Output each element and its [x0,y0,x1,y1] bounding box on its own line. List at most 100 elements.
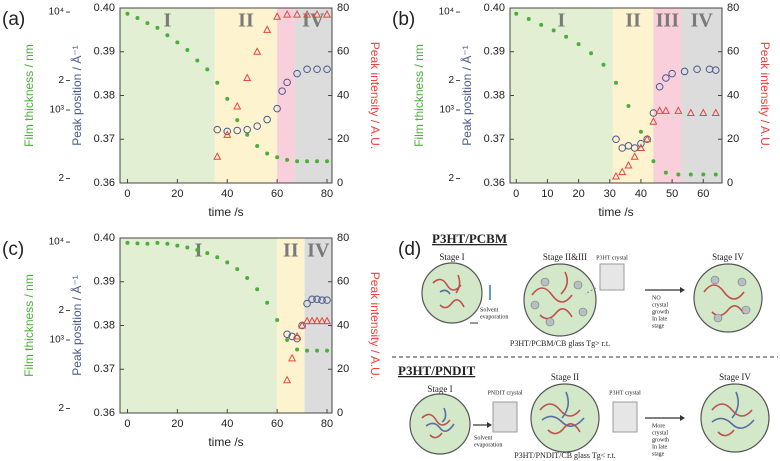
x-tick-label: 80 [321,418,333,430]
late-text: stage [652,451,665,457]
late-text: growth [652,309,669,315]
thickness-point [245,132,250,137]
thickness-point [165,241,170,246]
y3-tick-label: 2 [58,173,64,184]
peak-intensity-point [655,106,664,114]
y3-tick-label: 10⁴ [49,237,64,248]
chain [421,413,451,439]
y2-tick-label: 0 [727,177,733,189]
peak-position-point [612,135,620,144]
y2-tick-label: 0 [337,407,343,419]
peak-intensity-point [303,10,312,18]
thickness-point [576,42,581,47]
peak-intensity-point [611,171,621,180]
thickness-point [315,159,320,164]
thickness-point [235,267,240,272]
y2-tick-label: 40 [337,319,349,331]
stage-label: Stage I [427,384,452,394]
y-tick-label: 0.37 [484,133,505,145]
late-text: In late [652,316,667,322]
peak-position-point [668,69,676,78]
peak-position-point [323,296,331,304]
late-text: crystal [652,302,668,308]
glass-note: P3HT/PCBM/CB glass Tg> r.t. [510,339,610,348]
y2-tick-label: 80 [337,232,349,244]
crystal [599,263,625,291]
thickness-point [205,251,210,256]
thickness-point [195,247,200,252]
late-text: NO [652,295,661,301]
thickness-point [651,159,656,164]
peak-intensity-point [322,316,332,325]
y2-tick-label: 40 [337,89,349,101]
thickness-point [275,318,280,323]
peak-position-point [283,78,291,87]
y2-tick-label: 20 [337,363,349,375]
thickness-point [325,159,330,164]
peak-position-point [263,115,271,124]
x-tick-label: 80 [321,188,333,200]
thickness-point [551,28,556,33]
y2-tick-label: 60 [337,276,349,288]
panel-label: (d) [398,239,421,260]
y3-axis-label: Film thickness / nm [412,44,426,147]
peak-position-point [303,65,311,74]
thickness-point [245,275,250,280]
peak-intensity-point [649,117,658,125]
thickness-point [175,243,180,248]
thickness-point [235,118,240,123]
y-tick-label: 0.38 [484,89,505,101]
crystal [492,401,518,433]
panel-label: (c) [2,239,24,260]
thickness-point [295,347,300,352]
x-axis-label: time /s [208,435,243,449]
late-text: growth [652,437,669,443]
peak-intensity-point [313,10,322,18]
x-tick-label: 20 [572,188,584,200]
thickness-point [564,34,569,39]
thickness-point [676,172,681,177]
stage-circle [523,263,597,337]
peak-intensity-point [283,375,292,384]
peak-position-point [233,126,242,135]
stage-label: III [656,10,680,32]
thickness-point [195,58,200,63]
peak-position-point [283,330,291,339]
thickness-point [255,143,260,148]
peak-position-point [680,67,689,76]
diagram: (d) P3HT/PCBM Stage I Solvent evaporatio… [392,231,778,460]
thickness-point [145,21,150,26]
peak-intensity-point [317,316,327,325]
thickness-point [185,245,190,250]
stage-label: IV [307,240,330,262]
stage-label: Stage I [439,252,464,262]
thickness-point [135,241,140,246]
y3-tick-label: 10⁴ [49,7,64,18]
peak-intensity-point [686,108,695,116]
peak-intensity-point [643,134,652,143]
stage-circle [693,263,763,333]
x-tick-label: 20 [171,188,183,200]
y2-axis-label: Peak intensity / A.U. [368,272,382,379]
peak-intensity-point [711,108,720,116]
peak-intensity-point [630,152,639,160]
x-tick-label: 0 [124,418,130,430]
x-tick-label: 60 [271,418,283,430]
glass-note: P3HT/PNDIT/CB glass Tg< r.t. [514,451,615,460]
stage-label: Stage II&III [543,252,587,262]
peak-intensity-point [283,9,292,18]
thickness-point [175,40,180,45]
peak-intensity-point [253,47,262,55]
stage-region [612,8,654,183]
thickness-point [663,170,668,175]
x-tick-label: 0 [513,188,519,200]
y-tick-label: 0.37 [94,133,115,145]
y2-tick-label: 20 [727,133,739,145]
y2-tick-label: 40 [727,89,739,101]
peak-position-point [637,139,645,148]
chain [531,271,573,320]
x-tick-label: 60 [697,188,709,200]
thickness-point [225,96,230,101]
thickness-point [255,287,260,292]
stage-region [653,8,682,183]
